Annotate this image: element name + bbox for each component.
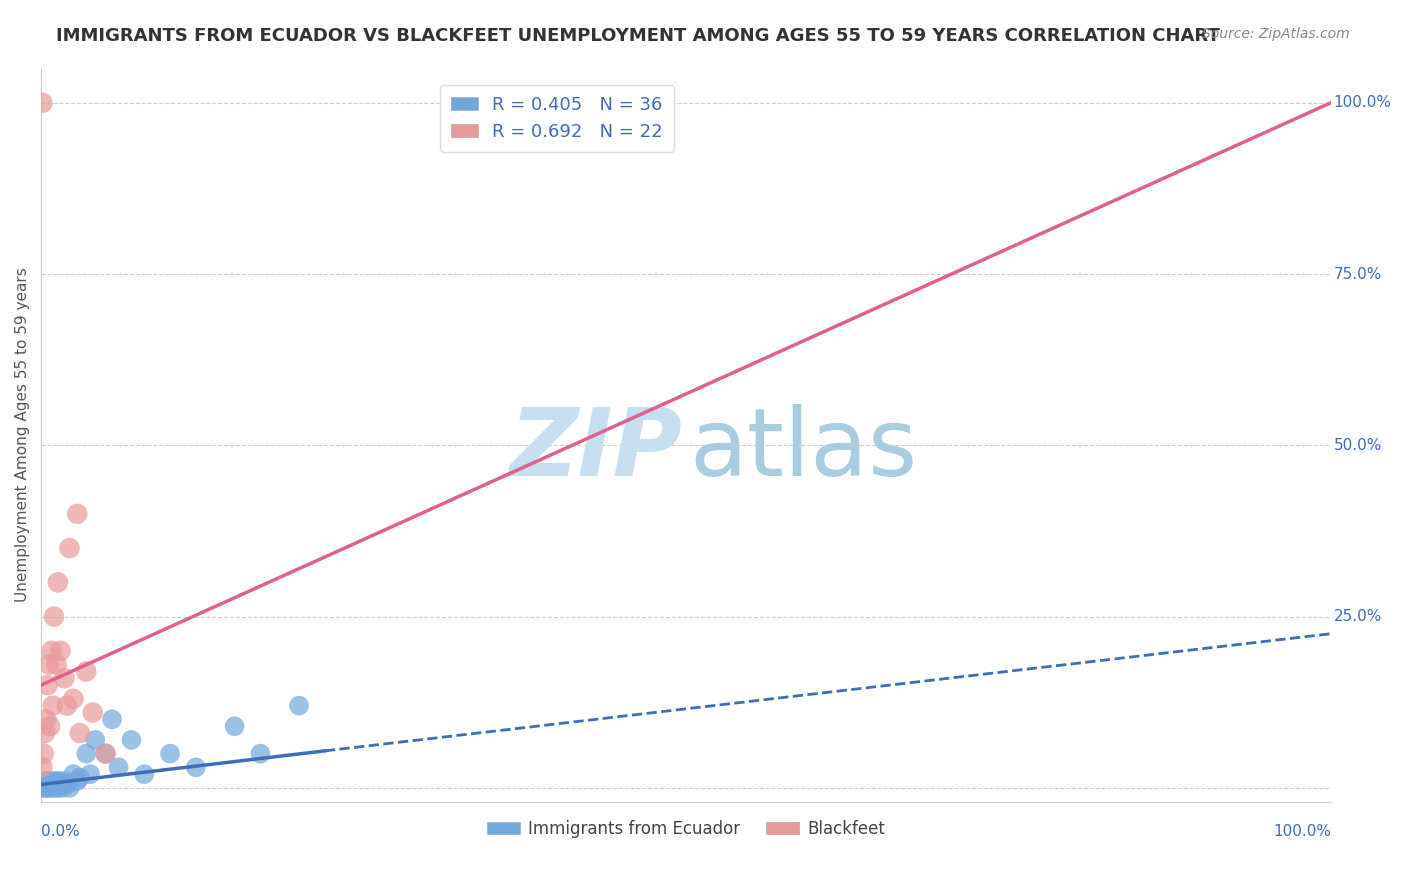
Point bbox=[56, 698, 79, 713]
Text: 0.0%: 0.0% bbox=[41, 823, 80, 838]
Point bbox=[53, 671, 76, 685]
Text: 100.0%: 100.0% bbox=[1272, 823, 1331, 838]
Point bbox=[58, 780, 80, 795]
Y-axis label: Unemployment Among Ages 55 to 59 years: Unemployment Among Ages 55 to 59 years bbox=[15, 268, 30, 602]
Point bbox=[75, 665, 97, 679]
Point bbox=[35, 712, 58, 726]
Point bbox=[66, 774, 89, 789]
Point bbox=[37, 780, 59, 795]
Point bbox=[35, 774, 58, 789]
Point bbox=[79, 767, 101, 781]
Point bbox=[49, 777, 72, 791]
Point bbox=[32, 777, 55, 791]
Point bbox=[159, 747, 181, 761]
Text: ZIP: ZIP bbox=[509, 404, 682, 496]
Legend: Immigrants from Ecuador, Blackfeet: Immigrants from Ecuador, Blackfeet bbox=[479, 814, 891, 845]
Point bbox=[107, 760, 129, 774]
Point bbox=[39, 780, 62, 795]
Point bbox=[31, 780, 53, 795]
Point bbox=[32, 747, 55, 761]
Point bbox=[224, 719, 246, 733]
Point bbox=[62, 767, 84, 781]
Point bbox=[38, 657, 60, 672]
Point bbox=[41, 774, 63, 789]
Point bbox=[58, 541, 80, 555]
Point bbox=[44, 774, 66, 789]
Point bbox=[42, 609, 65, 624]
Point bbox=[42, 780, 65, 795]
Point bbox=[94, 747, 117, 761]
Text: 50.0%: 50.0% bbox=[1333, 438, 1382, 453]
Point bbox=[75, 747, 97, 761]
Text: 75.0%: 75.0% bbox=[1333, 267, 1382, 282]
Point bbox=[184, 760, 207, 774]
Point bbox=[101, 712, 124, 726]
Point bbox=[66, 507, 89, 521]
Point bbox=[84, 733, 107, 747]
Point bbox=[46, 780, 69, 795]
Point bbox=[69, 726, 91, 740]
Point bbox=[37, 678, 59, 692]
Point bbox=[69, 771, 91, 785]
Point bbox=[31, 95, 53, 110]
Point bbox=[53, 774, 76, 789]
Point bbox=[41, 698, 63, 713]
Text: 100.0%: 100.0% bbox=[1333, 95, 1392, 111]
Point bbox=[120, 733, 142, 747]
Point bbox=[41, 644, 63, 658]
Point bbox=[34, 726, 56, 740]
Point bbox=[38, 774, 60, 789]
Point bbox=[49, 644, 72, 658]
Point bbox=[41, 777, 63, 791]
Point bbox=[38, 777, 60, 791]
Point bbox=[56, 777, 79, 791]
Point bbox=[249, 747, 271, 761]
Point bbox=[134, 767, 156, 781]
Point bbox=[31, 760, 53, 774]
Point bbox=[48, 774, 70, 789]
Text: 25.0%: 25.0% bbox=[1333, 609, 1382, 624]
Point bbox=[82, 706, 104, 720]
Point bbox=[45, 657, 67, 672]
Point bbox=[94, 747, 117, 761]
Text: IMMIGRANTS FROM ECUADOR VS BLACKFEET UNEMPLOYMENT AMONG AGES 55 TO 59 YEARS CORR: IMMIGRANTS FROM ECUADOR VS BLACKFEET UNE… bbox=[56, 27, 1220, 45]
Point bbox=[62, 691, 84, 706]
Point bbox=[45, 777, 67, 791]
Point bbox=[46, 575, 69, 590]
Point bbox=[288, 698, 311, 713]
Point bbox=[34, 780, 56, 795]
Text: Source: ZipAtlas.com: Source: ZipAtlas.com bbox=[1202, 27, 1350, 41]
Point bbox=[39, 719, 62, 733]
Point bbox=[51, 780, 73, 795]
Text: atlas: atlas bbox=[690, 404, 918, 496]
